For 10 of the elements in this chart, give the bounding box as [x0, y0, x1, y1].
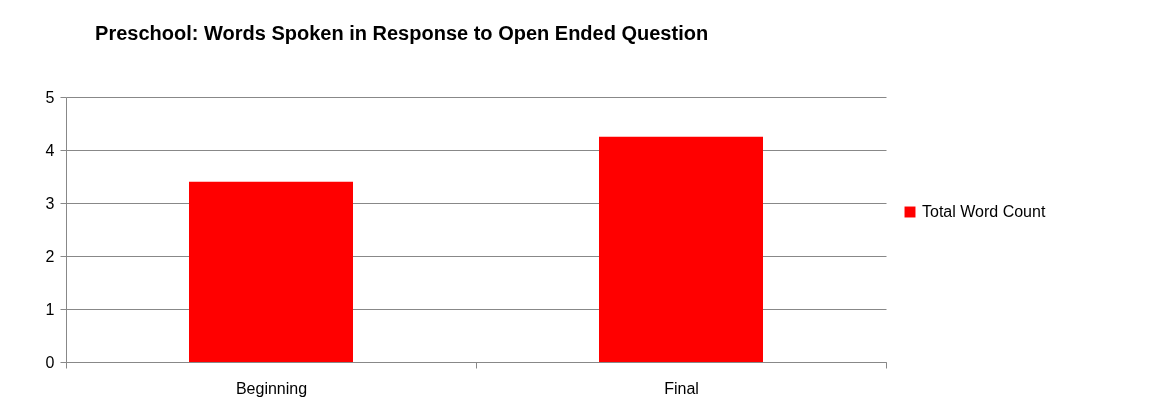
x-tick-label: Final [664, 379, 699, 397]
y-tick-label: 3 [45, 194, 55, 212]
y-tick-label: 1 [45, 300, 55, 318]
x-tick-label: Beginning [235, 379, 308, 397]
y-tick-label: 5 [45, 88, 55, 106]
y-tick-label: 2 [45, 247, 55, 265]
y-tick-label: 0 [45, 353, 55, 371]
legend-label: Total Word Count [922, 203, 1046, 220]
y-tick-label: 4 [45, 141, 55, 159]
chart-title: Preschool: Words Spoken in Response to Open Ended Question [95, 22, 709, 44]
